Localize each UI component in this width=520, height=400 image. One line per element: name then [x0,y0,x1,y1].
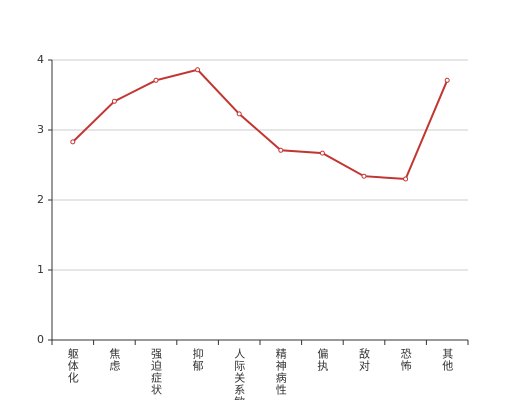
point [403,176,409,182]
point [444,77,450,83]
point [111,98,117,104]
x-tick-label: 强迫症状 [150,348,163,396]
point [195,67,201,73]
x-tick-label: 偏执 [316,347,329,372]
x-tick-label: 焦虑 [108,348,121,372]
y-tick-label: 3 [37,123,44,136]
point [153,77,159,83]
y-tick-label: 2 [37,193,44,206]
line [72,68,449,181]
x-tick-label: 抑郁 [191,347,204,372]
x-tick-label: 精神病性 [274,348,287,396]
y-tick-label: 0 [37,333,44,346]
x-tick-label: 躯体化 [66,348,79,384]
x-tick-label: 敌对 [358,347,371,372]
x-tick-label: 人际关系敏感 [233,348,246,400]
point [236,111,242,117]
x-tick-label: 其他 [441,348,454,372]
y-tick-label: 4 [37,53,44,66]
x-tick-label: 恐怖 [399,348,412,372]
point [278,147,284,153]
y-tick-label: 1 [37,263,44,276]
point [361,173,367,179]
point [70,139,76,145]
point [319,150,325,156]
